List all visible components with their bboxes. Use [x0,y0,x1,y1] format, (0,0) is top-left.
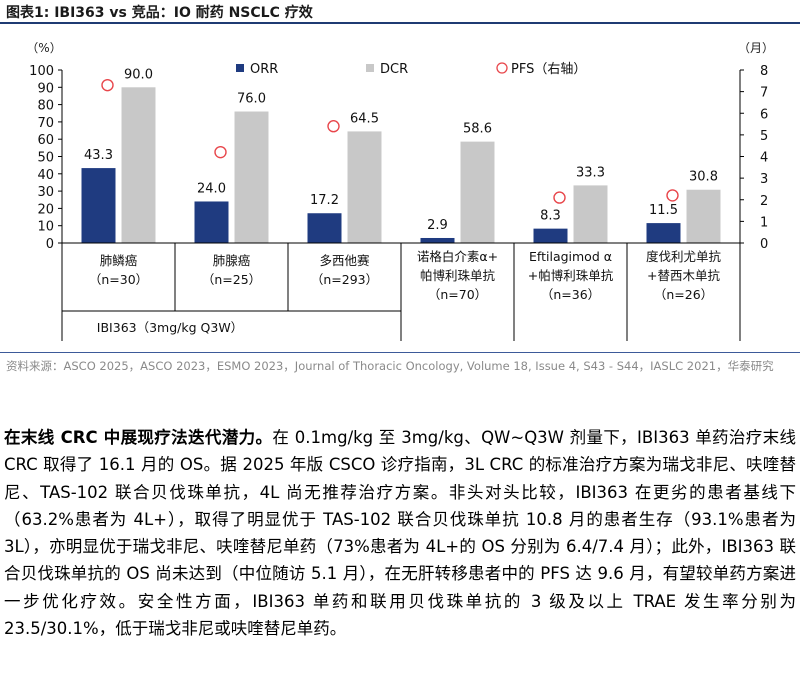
dcr-data-label: 90.0 [124,67,153,82]
dcr-bar [121,87,156,243]
pfs-marker [101,78,114,92]
orr-data-label: 2.9 [427,218,448,233]
orr-bar [533,228,568,243]
body-paragraph: 在末线 CRC 中展现疗法迭代潜力。在 0.1mg/kg 至 3mg/kg、QW… [4,424,796,642]
orr-bar [307,213,342,243]
category-label: 诺格白介素α+ [417,249,498,264]
orr-data-label: 24.0 [197,181,226,196]
left-tick-label: 90 [37,81,54,96]
source-rule [0,352,800,353]
dcr-bar [460,141,495,243]
category-label: 度伐利尤单抗 [646,249,722,264]
legend-orr-label: ORR [250,62,278,77]
right-tick-label: 0 [760,237,768,252]
right-axis-unit: （月） [738,41,774,55]
orr-data-label: 17.2 [310,193,339,208]
right-tick-label: 2 [760,194,768,209]
legend-orr-swatch [236,64,244,72]
orr-data-label: 11.5 [649,203,678,218]
dcr-bar [347,131,382,243]
left-tick-label: 50 [37,151,54,166]
group-label: IBI363（3mg/kg Q3W） [97,320,243,335]
dcr-data-label: 33.3 [576,165,605,180]
left-axis-unit: （%） [26,41,61,55]
legend-dcr-label: DCR [380,62,408,77]
category-n-label: （n=36） [541,287,600,302]
paragraph-text: 在 0.1mg/kg 至 3mg/kg、QW~Q3W 剂量下，IBI363 单药… [4,428,796,639]
dcr-data-label: 76.0 [237,92,266,107]
category-label: 帕博利珠单抗 [420,268,496,283]
orr-bar [81,168,116,243]
paragraph-lead: 在末线 CRC 中展现疗法迭代潜力。 [4,428,273,447]
orr-bar [646,223,681,243]
left-tick-label: 70 [37,116,54,131]
category-label: Eftilagimod α [529,249,612,264]
dcr-data-label: 30.8 [689,170,718,185]
dcr-data-label: 64.5 [350,111,379,126]
left-tick-label: 40 [37,168,54,183]
left-tick-label: 30 [37,185,54,200]
left-tick-label: 20 [37,202,54,217]
right-tick-label: 6 [760,107,768,122]
pfs-marker [666,189,679,202]
category-label: +帕博利珠单抗 [528,268,614,283]
legend-dcr-swatch [366,64,374,72]
right-tick-label: 1 [760,215,768,230]
pfs-marker [214,145,227,159]
orr-bar [194,201,229,243]
category-n-label: （n=25） [202,272,261,287]
left-tick-label: 100 [29,64,54,79]
category-label: 肺腺癌 [213,253,251,268]
bar-chart: （%） （月） 0 10 20 30 40 50 60 70 80 90 100 0 1 2 3 4 5 6 7 8 43.… [26,41,774,341]
category-label: 多西他赛 [319,253,370,268]
title-rule [0,22,800,24]
orr-data-label: 43.3 [84,148,113,163]
legend-pfs-label: PFS（右轴） [511,62,586,77]
left-tick-label: 0 [46,237,54,252]
dcr-data-label: 58.6 [463,122,492,137]
right-tick-label: 8 [760,64,768,79]
right-tick-label: 4 [760,151,768,166]
pfs-marker [553,191,566,204]
pfs-marker [327,120,340,133]
orr-bar [420,237,455,243]
figure-title: 图表1: IBI363 vs 竞品：IO 耐药 NSCLC 疗效 [6,5,313,21]
dcr-bar [573,185,608,243]
legend-pfs-marker [496,62,508,74]
left-tick-label: 60 [37,133,54,148]
right-tick-label: 7 [760,86,768,101]
left-tick-label: 10 [37,220,54,235]
dcr-bar [686,189,721,243]
right-tick-label: 5 [760,129,768,144]
category-n-label: （n=26） [654,287,713,302]
orr-data-label: 8.3 [540,209,561,224]
category-label: +替西木单抗 [647,268,720,283]
category-n-label: （n=70） [428,287,487,302]
category-n-label: （n=30） [89,272,148,287]
source-note: 资料来源：ASCO 2025，ASCO 2023，ESMO 2023，Journ… [6,359,774,373]
category-n-label: （n=293） [311,272,378,287]
category-label: 肺鳞癌 [100,253,138,268]
right-tick-label: 3 [760,172,768,187]
left-tick-label: 80 [37,99,54,114]
dcr-bar [234,111,269,244]
